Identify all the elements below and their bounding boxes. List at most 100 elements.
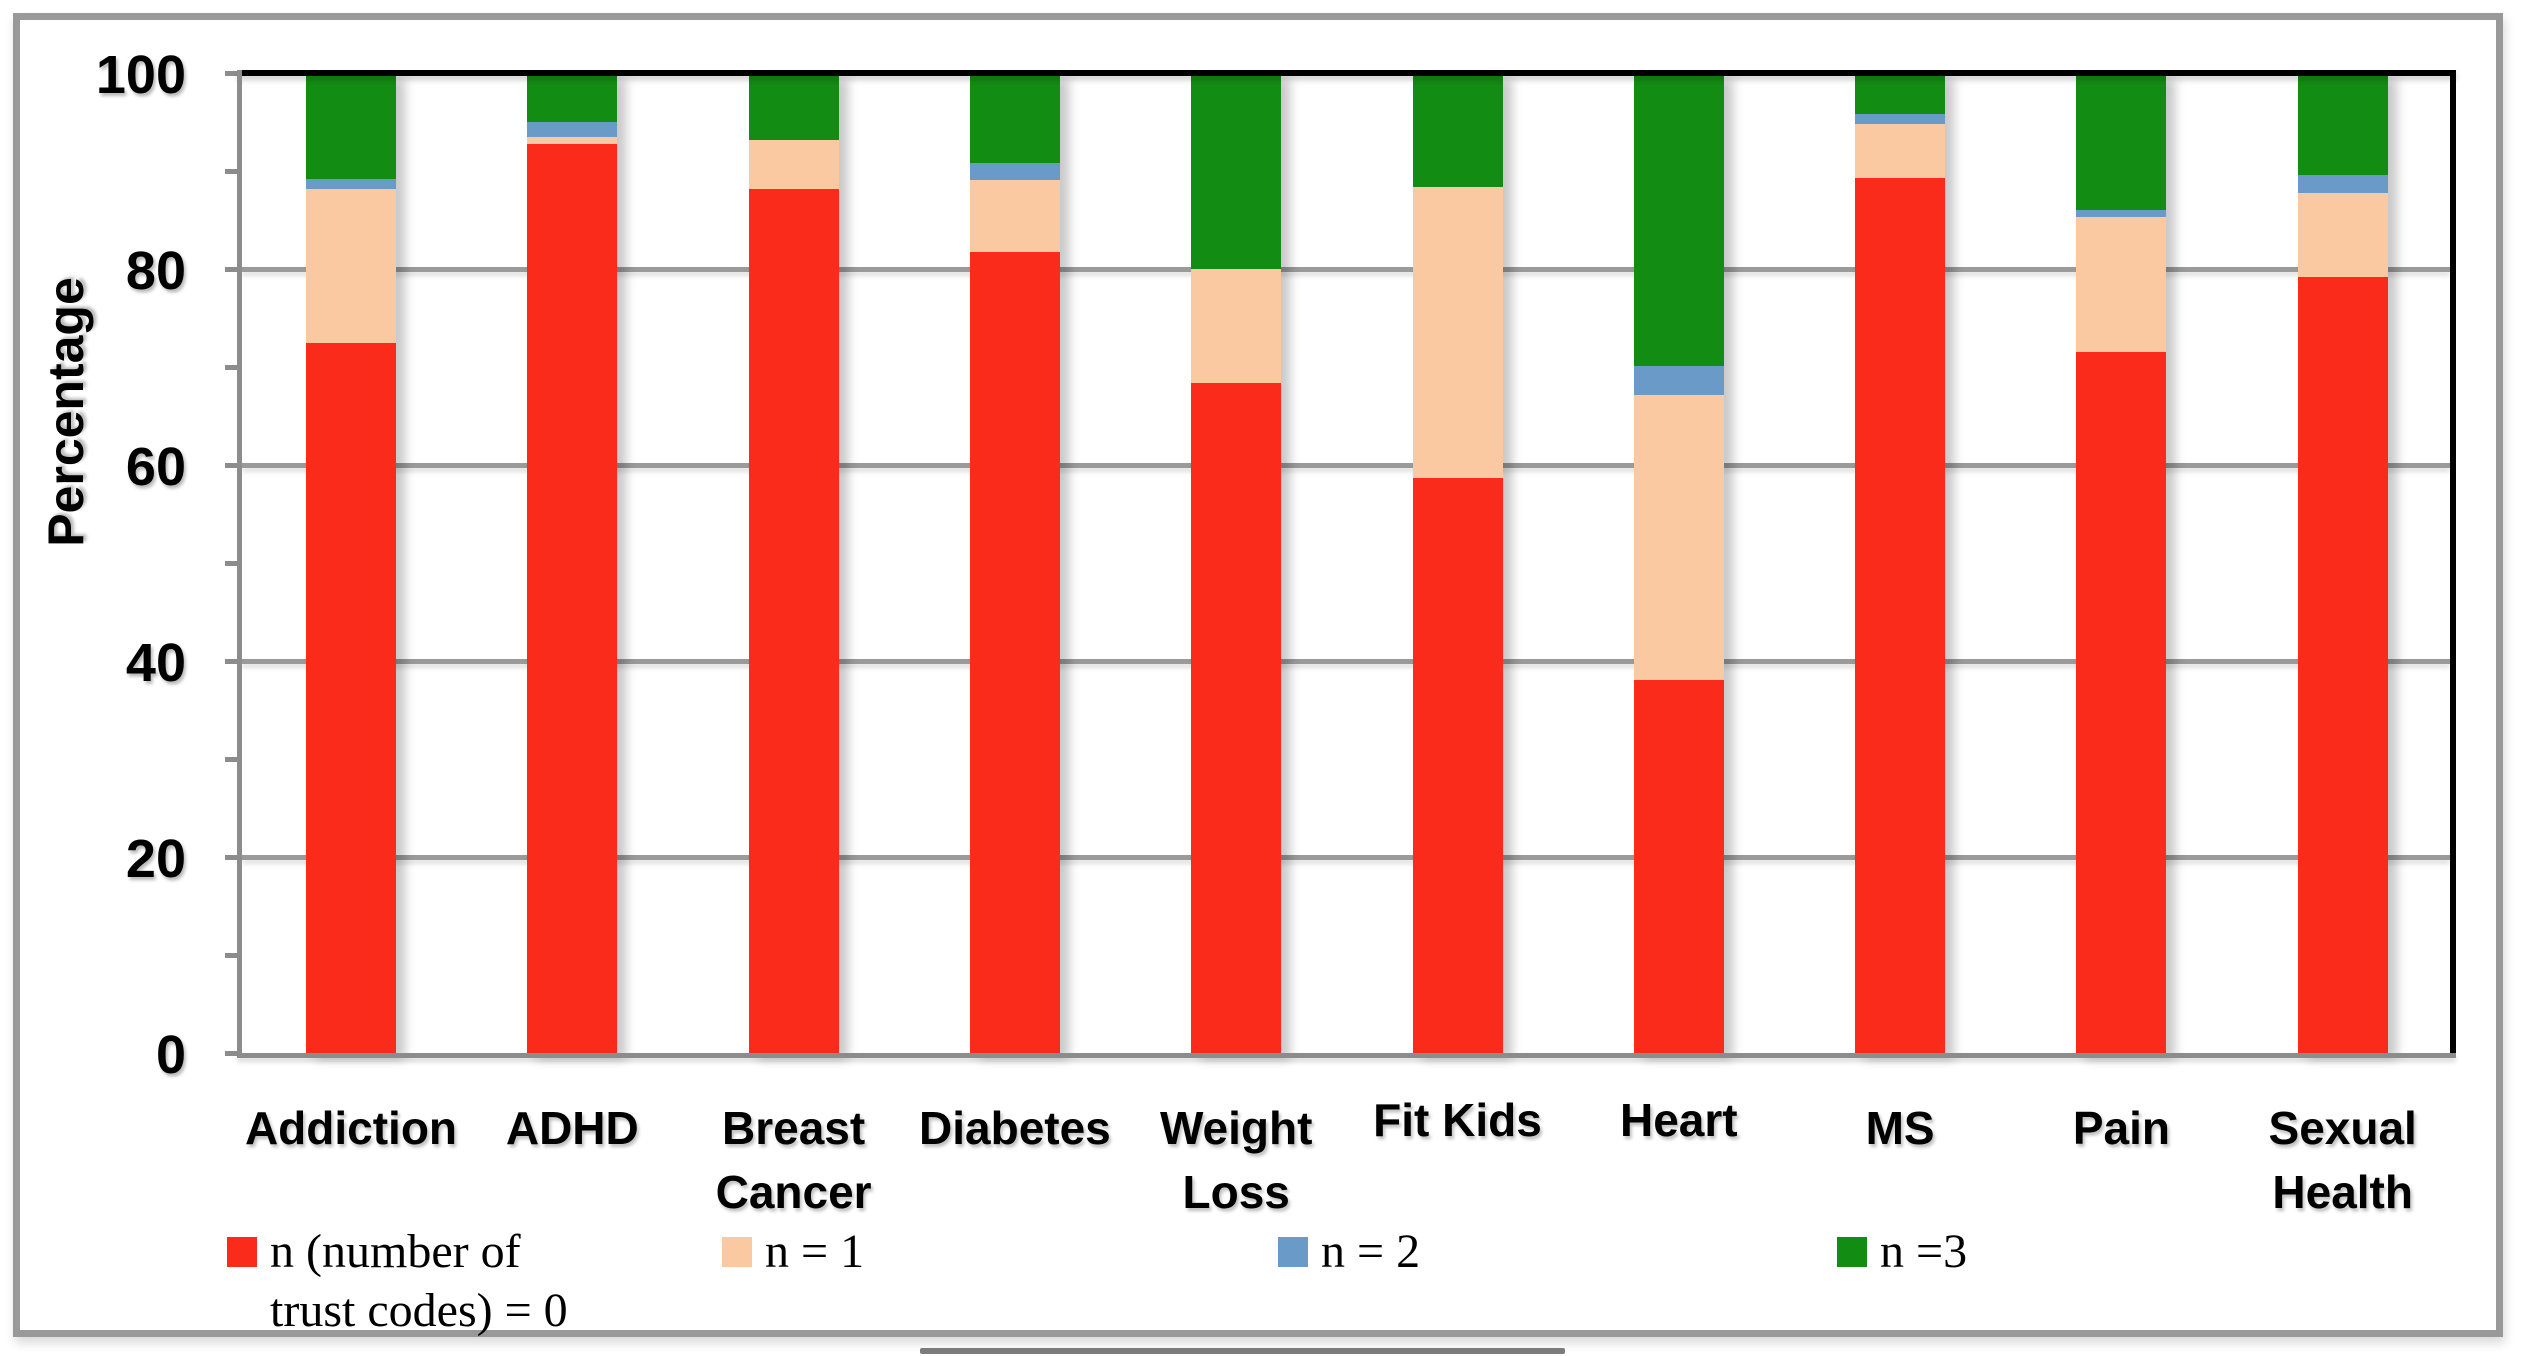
bar-segment bbox=[1412, 73, 1503, 187]
bar-segment bbox=[2076, 210, 2167, 218]
bar-sexual-health bbox=[2297, 73, 2388, 1053]
y-tick-100 bbox=[225, 71, 240, 76]
legend-swatch bbox=[1837, 1237, 1867, 1267]
bar-segment bbox=[2297, 276, 2388, 1053]
bar-segment bbox=[1633, 73, 1724, 367]
gridline-20 bbox=[242, 855, 2450, 860]
bar-heart bbox=[1633, 73, 1724, 1053]
category-label-breast-cancer: Breast Cancer bbox=[715, 1102, 872, 1218]
bar-segment bbox=[1855, 73, 1946, 115]
bar-segment bbox=[306, 73, 396, 179]
bar-segment bbox=[527, 136, 618, 144]
category-label-addiction: Addiction bbox=[244, 1102, 458, 1154]
y-tick-90 bbox=[225, 169, 240, 174]
legend-item-2: n = 2 bbox=[1278, 1222, 1420, 1281]
bar-segment bbox=[969, 73, 1060, 164]
legend-label: n =3 bbox=[1880, 1225, 1968, 1278]
bar-segment bbox=[2076, 217, 2167, 353]
bar-segment bbox=[969, 252, 1060, 1053]
bar-fit-kids bbox=[1412, 73, 1503, 1053]
bar-segment bbox=[748, 188, 839, 1053]
bar-segment bbox=[2076, 352, 2167, 1053]
category-label-diabetes: Diabetes bbox=[919, 1102, 1111, 1154]
bar-segment bbox=[2297, 73, 2388, 175]
bar-segment bbox=[1855, 177, 1946, 1053]
legend-label: n (number of trust codes) = 0 bbox=[270, 1225, 568, 1337]
plot-right-border bbox=[2450, 70, 2456, 1058]
bar-segment bbox=[527, 122, 618, 137]
category-label-heart: Heart bbox=[1619, 1094, 1738, 1146]
y-tick-0 bbox=[225, 1051, 240, 1056]
bar-weight-loss bbox=[1191, 73, 1282, 1053]
bar-segment bbox=[1633, 366, 1724, 396]
bar-segment bbox=[1191, 269, 1282, 383]
y-tick-80 bbox=[225, 267, 240, 272]
bar-segment bbox=[527, 73, 618, 123]
y-axis-line bbox=[237, 70, 242, 1058]
bar-addiction bbox=[306, 73, 396, 1053]
bar-segment bbox=[306, 343, 396, 1053]
bar-segment bbox=[1412, 186, 1503, 478]
y-tick-40 bbox=[225, 659, 240, 664]
y-tick-10 bbox=[225, 953, 240, 958]
bar-pain bbox=[2076, 73, 2167, 1053]
legend-swatch bbox=[722, 1237, 752, 1267]
y-tick-label-60: 60 bbox=[125, 437, 186, 497]
category-label-weight-loss: Weight Loss bbox=[1159, 1102, 1313, 1218]
bar-segment bbox=[2076, 73, 2167, 211]
legend-swatch bbox=[1278, 1237, 1308, 1267]
bar-segment bbox=[1191, 382, 1282, 1053]
bottom-crop-artifact bbox=[920, 1348, 1565, 1354]
bar-segment bbox=[1191, 73, 1282, 270]
gridline-80 bbox=[242, 267, 2450, 272]
bar-segment bbox=[1633, 679, 1724, 1053]
bar-segment bbox=[306, 178, 396, 189]
y-tick-60 bbox=[225, 463, 240, 468]
y-tick-label-0: 0 bbox=[155, 1025, 186, 1085]
legend-label: n = 1 bbox=[765, 1225, 865, 1278]
legend-swatch bbox=[227, 1237, 257, 1267]
bar-segment bbox=[306, 188, 396, 344]
bar-segment bbox=[2297, 174, 2388, 193]
gridline-40 bbox=[242, 659, 2450, 664]
category-label-sexual-health: Sexual Health bbox=[2268, 1102, 2417, 1218]
bar-diabetes bbox=[969, 73, 1060, 1053]
legend-item-1: n = 1 bbox=[722, 1222, 864, 1281]
bar-segment bbox=[748, 73, 839, 140]
x-axis-line bbox=[237, 1053, 2456, 1058]
category-label-pain: Pain bbox=[2072, 1102, 2170, 1154]
bar-ms bbox=[1855, 73, 1946, 1053]
bar-segment bbox=[1855, 114, 1946, 124]
legend-item-3: n =3 bbox=[1837, 1222, 1967, 1281]
legend-item-0: n (number of trust codes) = 0 bbox=[227, 1222, 568, 1340]
y-tick-20 bbox=[225, 855, 240, 860]
bar-segment bbox=[2297, 192, 2388, 277]
y-tick-30 bbox=[225, 757, 240, 762]
bar-segment bbox=[1412, 477, 1503, 1053]
y-tick-50 bbox=[225, 561, 240, 566]
plot-top-border-100-line bbox=[237, 70, 2456, 76]
bar-segment bbox=[527, 143, 618, 1053]
y-tick-label-40: 40 bbox=[125, 633, 186, 693]
category-label-fit-kids: Fit Kids bbox=[1373, 1094, 1542, 1146]
bar-breast-cancer bbox=[748, 73, 839, 1053]
y-tick-70 bbox=[225, 365, 240, 370]
bar-segment bbox=[748, 139, 839, 189]
y-tick-label-100: 100 bbox=[95, 45, 186, 105]
bar-segment bbox=[1633, 395, 1724, 680]
bar-segment bbox=[969, 179, 1060, 253]
y-tick-label-80: 80 bbox=[125, 241, 186, 301]
bar-segment bbox=[969, 163, 1060, 180]
gridline-60 bbox=[242, 463, 2450, 468]
legend-label: n = 2 bbox=[1321, 1225, 1421, 1278]
bar-segment bbox=[1855, 123, 1946, 178]
y-tick-label-20: 20 bbox=[125, 829, 186, 889]
category-label-ms: MS bbox=[1865, 1102, 1935, 1154]
